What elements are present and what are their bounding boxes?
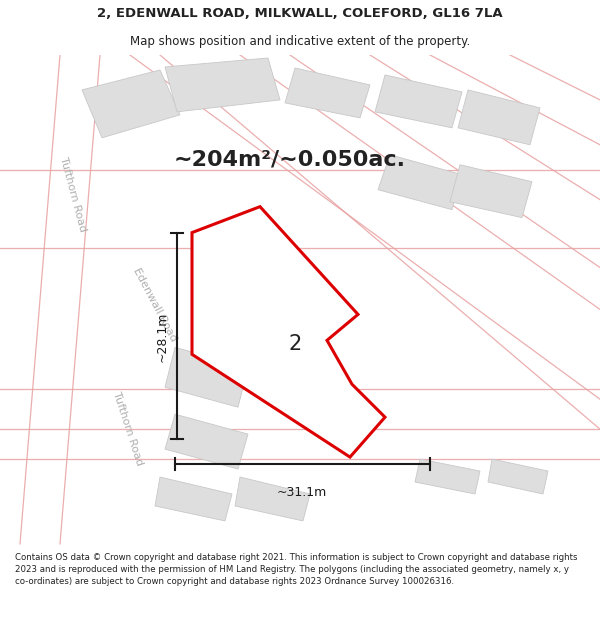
Polygon shape [165,348,248,408]
Polygon shape [450,165,532,217]
Polygon shape [375,75,462,128]
Text: Contains OS data © Crown copyright and database right 2021. This information is : Contains OS data © Crown copyright and d… [15,553,577,586]
Polygon shape [82,70,180,138]
Polygon shape [165,58,280,112]
Text: ~28.1m: ~28.1m [155,311,169,361]
Text: Map shows position and indicative extent of the property.: Map shows position and indicative extent… [130,35,470,48]
Polygon shape [378,155,462,209]
Polygon shape [285,68,370,118]
Polygon shape [235,477,310,521]
Text: ~204m²/~0.050ac.: ~204m²/~0.050ac. [174,150,406,170]
Polygon shape [458,90,540,145]
Text: 2: 2 [289,334,302,354]
Text: Edenwall Road: Edenwall Road [131,266,179,343]
Polygon shape [165,414,248,469]
Text: Tufthorn Road: Tufthorn Road [112,391,145,468]
Polygon shape [252,284,330,344]
Polygon shape [155,477,232,521]
Polygon shape [415,459,480,494]
Polygon shape [488,459,548,494]
Text: ~31.1m: ~31.1m [277,486,327,499]
Text: Tufthorn Road: Tufthorn Road [58,156,88,233]
Text: 2, EDENWALL ROAD, MILKWALL, COLEFORD, GL16 7LA: 2, EDENWALL ROAD, MILKWALL, COLEFORD, GL… [97,8,503,20]
Polygon shape [192,207,385,457]
